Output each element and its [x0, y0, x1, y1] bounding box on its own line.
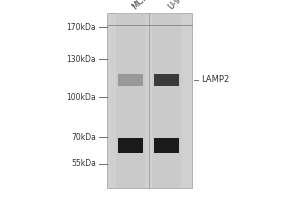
Text: LAMP2: LAMP2 [201, 75, 229, 84]
Text: MCF7: MCF7 [130, 0, 153, 11]
Text: U-937: U-937 [167, 0, 191, 11]
Bar [118, 74, 143, 86]
Bar [106, 13, 192, 188]
Bar [154, 74, 179, 86]
Text: 70kDa: 70kDa [71, 132, 96, 142]
Text: 130kDa: 130kDa [66, 54, 96, 64]
Bar [152, 13, 181, 188]
Text: 55kDa: 55kDa [71, 160, 96, 168]
Bar [116, 13, 145, 188]
Text: 170kDa: 170kDa [66, 22, 96, 31]
Bar [118, 138, 143, 152]
Text: 100kDa: 100kDa [66, 92, 96, 102]
Bar [154, 138, 179, 152]
